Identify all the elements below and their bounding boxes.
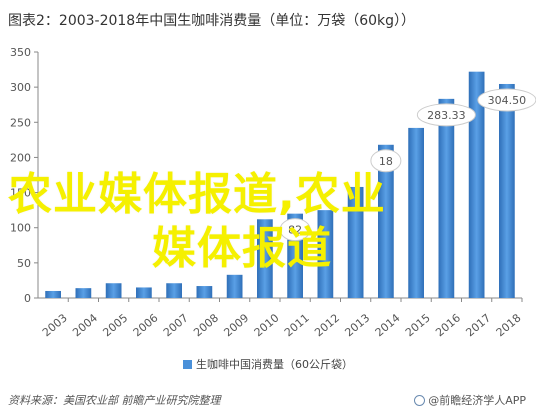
y-tick-label: 100 [10,222,31,235]
data-label-bubble [370,149,402,173]
bar [136,287,152,298]
bar [317,210,334,298]
x-tick-label: 2014 [373,311,403,339]
x-tick-label: 2015 [403,311,433,339]
legend-label: 生咖啡中国消费量（60公斤袋） [196,358,353,371]
x-tick-label: 2010 [252,311,282,339]
watermark-line-2: 媒体报道 [152,223,332,274]
bar [378,144,394,298]
brand-logo-icon [414,395,426,406]
bar [468,71,485,299]
data-label-bubble [279,218,311,242]
brand-label: @前瞻经济学人APP [428,394,526,407]
bar [408,127,424,298]
x-tick-label: 2003 [40,311,70,339]
chart-title: 图表2：2003-2018年中国生咖啡消费量（单位：万袋（60kg）） [8,13,416,29]
x-tick-label: 2012 [312,311,342,339]
watermark-line-1: 农业媒体报道,农业 [8,169,386,220]
x-tick-label: 2004 [70,311,100,339]
x-tick-label: 2018 [494,311,524,339]
legend: 生咖啡中国消费量（60公斤袋） [0,356,536,372]
bar [45,290,61,298]
x-tick-label: 2009 [221,311,251,339]
x-tick-label: 2013 [342,311,372,339]
y-tick-label: 250 [10,116,31,129]
bar [499,83,515,298]
x-tick-label: 2008 [191,311,221,339]
x-tick-label: 2005 [100,311,130,339]
brand-credit: @前瞻经济学人APP [414,392,526,408]
bar [166,283,182,298]
data-label: 82 [288,224,302,237]
x-tick-label: 2017 [463,311,493,339]
data-label-bubble [416,103,476,127]
data-label: 18 [379,155,393,168]
bar [226,274,243,298]
x-tick-label: 2011 [282,311,312,339]
bar [438,98,455,298]
x-tick-label: 2016 [433,311,463,339]
legend-swatch [183,360,192,369]
x-tick-label: 2006 [131,311,161,339]
data-label: 304.50 [488,94,527,107]
y-tick-label: 150 [10,187,31,200]
data-label: 283.33 [427,109,466,122]
bar [257,219,273,298]
y-tick-label: 200 [10,151,31,164]
bar [75,288,92,298]
bar [196,286,213,298]
y-tick-label: 50 [17,257,31,270]
y-tick-label: 300 [10,81,31,94]
y-tick-label: 350 [10,46,31,59]
x-tick-label: 2007 [161,311,191,339]
y-tick-label: 0 [24,292,31,305]
source-note: 资料来源：美国农业部 前瞻产业研究院整理 [8,394,221,407]
bar [105,283,122,298]
bar [347,186,364,298]
